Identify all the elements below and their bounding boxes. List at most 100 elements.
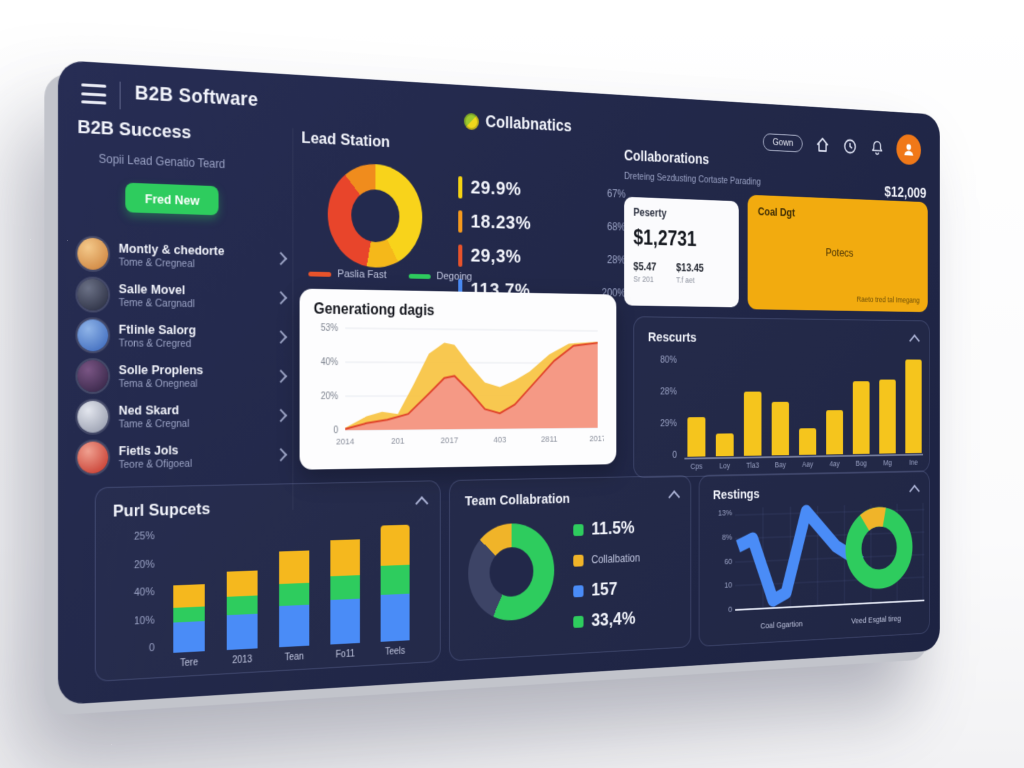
stat-card[interactable]: Peserty $1,2731 $5.47 Sr 201 $13.45 T.f ae… [624, 196, 739, 308]
bell-icon[interactable] [870, 138, 885, 157]
home-icon[interactable] [815, 135, 831, 155]
svg-text:0: 0 [333, 425, 338, 436]
member-subtitle: Tome & Cregneal [118, 255, 195, 270]
legend-row: 11.5% [573, 511, 686, 545]
bar [715, 433, 734, 457]
member-item[interactable]: Fietls Jols Teore & Ofigoeal [77, 435, 292, 478]
bar-segment [380, 565, 410, 596]
stat-card-value: $1,2731 [633, 225, 697, 251]
svg-text:403: 403 [493, 435, 506, 444]
member-name: Solle Proplens [118, 361, 204, 377]
x-tick-label: Aay [802, 459, 814, 469]
rescurts-panel: Rescurts 80% 28% 29% 0 Cps Loy Tla3 Bay Aay 4ay B… [633, 316, 930, 479]
legend-row: 33,4% [573, 601, 686, 637]
clock-icon[interactable] [842, 137, 857, 156]
svg-text:2017: 2017 [441, 435, 459, 445]
member-name: Ned Skard [118, 402, 180, 418]
y-tick-label: 60 [724, 556, 733, 567]
y-tick-label: 10% [133, 614, 155, 627]
legend-row: 18.23% 68% [458, 204, 626, 243]
member-name: Fietls Jols [118, 442, 179, 458]
user-avatar[interactable] [896, 133, 921, 166]
brand-name: Collabnatics [485, 112, 572, 136]
svg-text:20%: 20% [321, 391, 339, 402]
x-tick-label: 4ay [829, 459, 840, 469]
member-subtitle: Trons & Cregred [118, 337, 192, 350]
bar-segment [173, 621, 205, 653]
hamburger-menu-icon[interactable] [81, 83, 107, 105]
chevron-right-icon[interactable] [274, 329, 288, 344]
collabnatics-logo-icon [464, 112, 479, 130]
lead-legend: 29.9% 67% 18.23% 68% 29,3% 28% 113,7% 200% [458, 170, 626, 309]
x-tick-label: Veed Esgtal tireg [851, 614, 901, 627]
person-icon [904, 144, 914, 156]
bar-segment [226, 595, 258, 616]
member-item[interactable]: Solle Proplens Tema & Onegneal [77, 355, 292, 396]
y-axis-labels: 13% 8% 60 10 0 [707, 508, 732, 615]
fred-now-button[interactable]: Fred New [125, 182, 219, 216]
legend-value: 18.23% [470, 210, 532, 234]
svg-text:2811: 2811 [541, 434, 557, 443]
team-donut [468, 522, 555, 623]
substat-value: $13.45 [676, 261, 704, 275]
member-item[interactable]: Salle Movel Teme & Cargnadl [77, 273, 292, 317]
legend-swatch [573, 523, 584, 536]
restings-panel: Restings 13% 8% 60 10 0 Coal Ggartion Veed Es… [698, 470, 930, 647]
stacked-bar-chart [173, 524, 410, 653]
y-tick-label: 13% [718, 508, 733, 519]
legend-value: 29.9% [470, 176, 522, 200]
legend-row: 29,3% 28% [458, 238, 626, 276]
gown-button[interactable]: Gown [763, 133, 803, 153]
chevron-right-icon[interactable] [274, 290, 288, 305]
y-tick-label: 25% [133, 530, 155, 543]
lead-donut [327, 162, 423, 269]
coal-dgt-card[interactable]: Coal Dgt Potecs Raeto tred tal Imegang [747, 194, 928, 313]
member-list: Montly & chedorte Tome & Cregneal Salle M… [77, 233, 292, 478]
substat-value: $5.47 [633, 260, 657, 274]
y-tick-label: 10 [724, 580, 733, 591]
substat-label: Sr 201 [633, 274, 654, 284]
x-tick-label: Tla3 [746, 460, 760, 470]
member-item[interactable]: Montly & chedorte Tome & Cregneal [77, 233, 292, 278]
stat-card-substats: $5.47 Sr 201 $13.45 T.f aet [633, 260, 730, 285]
svg-text:53%: 53% [321, 323, 339, 334]
generation-chart-card: Generationg dagis 53% 40% 20% 0 2014 201 2017 4… [299, 288, 617, 470]
legend-side-value: 28% [606, 252, 626, 266]
legend-item: Degoing [408, 270, 472, 283]
bar-segment [173, 606, 205, 623]
chevron-right-icon[interactable] [274, 408, 288, 422]
stacked-bar [380, 524, 410, 642]
x-tick-label: Bog [855, 458, 867, 468]
legend-value: Collalbation [591, 551, 641, 567]
x-tick-label: Ine [909, 458, 918, 467]
member-avatar [77, 277, 109, 311]
y-tick-label: 40% [133, 586, 155, 599]
y-tick-label: 29% [660, 418, 677, 429]
bar [743, 391, 762, 456]
team-collabration-panel: Team Collabration 11.5% Collalbation 157… [449, 475, 692, 662]
member-avatar [77, 318, 109, 351]
svg-text:201: 201 [391, 436, 404, 446]
app-title: B2B Software [134, 82, 259, 111]
x-tick-label: Fo11 [335, 648, 355, 661]
legend-swatch [573, 554, 584, 567]
stacked-bar [279, 528, 310, 648]
stat-card-title: Peserty [633, 205, 667, 220]
member-item[interactable]: Ned Skard Tame & Cregnal [77, 395, 292, 436]
bar-segment [330, 539, 360, 577]
bar-segment [279, 604, 310, 648]
chevron-right-icon[interactable] [274, 447, 288, 462]
legend-item: Paslia Fast [308, 268, 387, 281]
bar-segment [330, 598, 360, 645]
member-item[interactable]: Ftlinle Salorg Trons & Cregred [77, 314, 292, 356]
chevron-right-icon[interactable] [274, 369, 288, 383]
chevron-right-icon[interactable] [274, 251, 288, 265]
legend-marker [458, 244, 463, 267]
y-tick-label: 20% [133, 558, 155, 571]
coal-dgt-center-label: Potecs [825, 245, 854, 260]
member-avatar [77, 359, 109, 392]
collaborations-amount: $12,009 [884, 183, 927, 202]
coal-dgt-title: Coal Dgt [757, 205, 796, 220]
y-axis-labels: 25% 20% 40% 10% 0 [109, 530, 155, 656]
